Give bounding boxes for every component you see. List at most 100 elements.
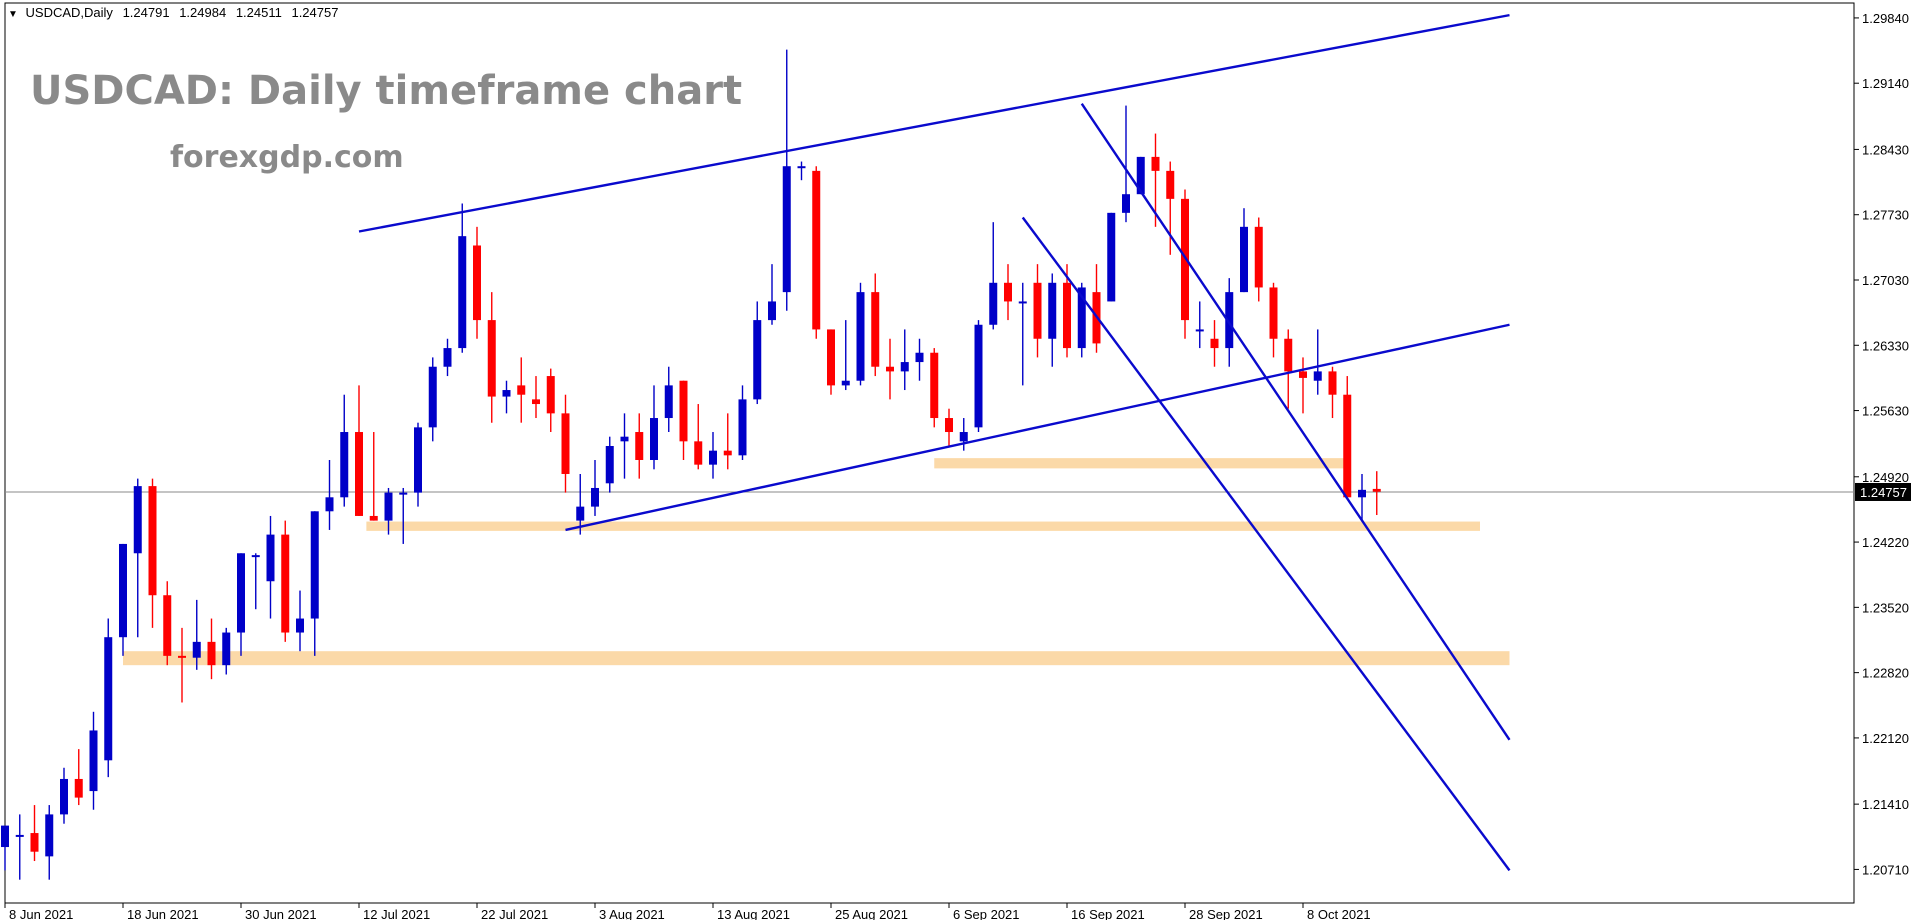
candle-93 (1372, 471, 1381, 516)
candle-63 (930, 348, 939, 428)
candle-body (1063, 282, 1071, 349)
x-axis: 8 Jun 2021 18 Jun 2021 30 Jun 2021 12 Jul 2… (4, 903, 1371, 920)
candle-90 (1328, 366, 1337, 419)
candle-body (930, 352, 939, 419)
candle-body (812, 170, 821, 330)
candle-33 (487, 292, 496, 423)
x-tick-label: 28 Sep 2021 (1189, 907, 1263, 920)
candle-body (871, 292, 880, 367)
candle-9 (133, 478, 142, 638)
candle-22 (325, 459, 334, 530)
x-tick-label: 18 Jun 2021 (127, 907, 199, 920)
candle-body (45, 814, 54, 857)
candle-body (237, 553, 245, 633)
candle-body (119, 543, 127, 638)
candle-body (1284, 338, 1293, 372)
y-tick-label: 1.26330 (1862, 338, 1909, 353)
candle-46 (679, 380, 688, 460)
candle-37 (546, 368, 555, 433)
candle-body (458, 236, 467, 349)
candle-1 (15, 814, 24, 880)
candle-body (133, 486, 142, 554)
candle-81 (1195, 301, 1204, 349)
candle-54 (797, 161, 806, 181)
candle-66 (974, 320, 983, 433)
candle-body (1195, 329, 1204, 332)
candle-12 (178, 627, 186, 703)
candle-body (591, 487, 599, 507)
zone-3 (934, 458, 1348, 469)
y-tick-label: 1.27030 (1862, 273, 1909, 288)
x-tick-label: 8 Jun 2021 (9, 907, 73, 920)
candle-24 (355, 385, 363, 516)
candle-body (60, 778, 68, 815)
candle-55 (812, 166, 821, 339)
zone-1 (366, 521, 1480, 531)
candle-body (192, 641, 201, 658)
candle-body (89, 730, 98, 792)
trendline-4 (1080, 103, 1511, 741)
candle-47 (694, 404, 703, 470)
y-tick-label: 1.25630 (1862, 404, 1909, 419)
candle-49 (723, 413, 732, 470)
candle-body (355, 432, 363, 516)
y-tick-label: 1.22820 (1862, 666, 1909, 681)
candle-body (414, 427, 422, 493)
candle-17 (251, 553, 260, 610)
candle-31 (458, 203, 467, 353)
candle-body (886, 366, 894, 372)
candle-body (310, 511, 319, 619)
candle-body (915, 352, 924, 363)
x-tick-label: 25 Aug 2021 (835, 907, 908, 920)
candle-18 (266, 515, 275, 619)
ohlc-close: 1.24757 (291, 5, 339, 20)
candle-body (251, 555, 260, 558)
candle-77 (1136, 156, 1145, 195)
candle-23 (340, 394, 349, 507)
dropdown-triangle-icon[interactable]: ▼ (8, 9, 18, 20)
x-tick-label: 3 Aug 2021 (599, 907, 665, 920)
candle-2 (30, 805, 39, 862)
candle-body (1269, 287, 1278, 339)
y-tick-label: 1.29840 (1862, 11, 1909, 26)
candle-body (709, 450, 717, 465)
candle-body (1358, 489, 1366, 498)
candle-body (768, 301, 776, 321)
y-tick-label: 1.29140 (1862, 76, 1909, 91)
candle-30 (443, 338, 452, 377)
candle-6 (89, 711, 98, 810)
candle-87 (1284, 329, 1293, 409)
candle-48 (709, 432, 717, 479)
candle-body (340, 432, 349, 498)
candle-69 (1018, 282, 1027, 386)
candle-92 (1358, 473, 1366, 521)
candle-body (1343, 394, 1352, 498)
candle-80 (1181, 189, 1189, 339)
candle-26 (384, 487, 393, 535)
candle-53 (782, 49, 791, 311)
candle-body (841, 380, 850, 386)
candle-body (296, 618, 304, 633)
candle-body (1254, 226, 1263, 288)
candle-32 (473, 226, 481, 339)
candle-body (694, 441, 703, 465)
candle-body (797, 166, 806, 169)
x-tick-label: 8 Oct 2021 (1307, 907, 1371, 920)
x-tick-label: 16 Sep 2021 (1071, 907, 1145, 920)
candle-29 (428, 357, 437, 442)
candle-36 (532, 376, 540, 419)
symbol-timeframe: USDCAD,Daily (25, 5, 113, 20)
candle-67 (989, 222, 998, 330)
candle-42 (620, 413, 629, 479)
candle-body (1077, 287, 1086, 349)
candle-3 (45, 805, 54, 880)
candle-body (1328, 371, 1337, 395)
candle-body (959, 432, 968, 442)
candle-body (753, 320, 762, 400)
trendline-3 (1021, 216, 1511, 872)
candle-19 (281, 520, 290, 642)
candle-45 (664, 366, 673, 433)
y-tick-label: 1.20710 (1862, 862, 1909, 877)
candle-52 (768, 264, 776, 325)
